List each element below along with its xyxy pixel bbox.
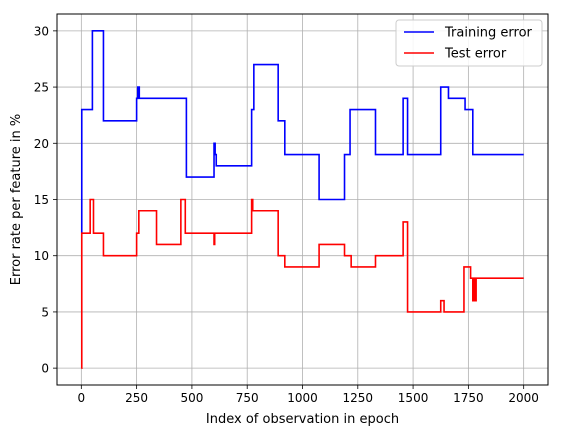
series-layer: [80, 30, 524, 369]
x-axis-ticks: 0 250 500 750 1000 1250 1500 1750 2000: [78, 385, 539, 405]
x-tick-label: 750: [236, 391, 259, 405]
x-tick-label: 1750: [453, 391, 484, 405]
legend: Training error Test error: [395, 19, 543, 67]
x-tick-label: 1500: [398, 391, 429, 405]
y-axis-label: Error rate per feature in %: [9, 114, 24, 286]
y-axis-ticks: 0 5 10 15 20 25 30: [34, 24, 57, 376]
x-tick-label: 1000: [287, 391, 318, 405]
y-tick-label: 30: [34, 24, 49, 38]
x-tick-label: 1250: [343, 391, 374, 405]
x-tick-label: 250: [125, 391, 148, 405]
series-line-training-error: [80, 30, 524, 235]
series-line-test-error: [80, 198, 524, 369]
x-tick-label: 0: [78, 391, 86, 405]
legend-label-training: Training error: [444, 26, 533, 41]
y-tick-label: 15: [34, 193, 49, 207]
y-tick-label: 20: [34, 137, 49, 151]
y-tick-label: 5: [41, 305, 49, 319]
y-tick-label: 0: [41, 362, 49, 376]
x-tick-label: 2000: [508, 391, 539, 405]
x-tick-label: 500: [180, 391, 203, 405]
y-tick-label: 25: [34, 81, 49, 95]
grid: [57, 14, 548, 385]
x-axis-label: Index of observation in epoch: [206, 412, 399, 427]
legend-label-test: Test error: [444, 47, 507, 62]
y-tick-label: 10: [34, 249, 49, 263]
